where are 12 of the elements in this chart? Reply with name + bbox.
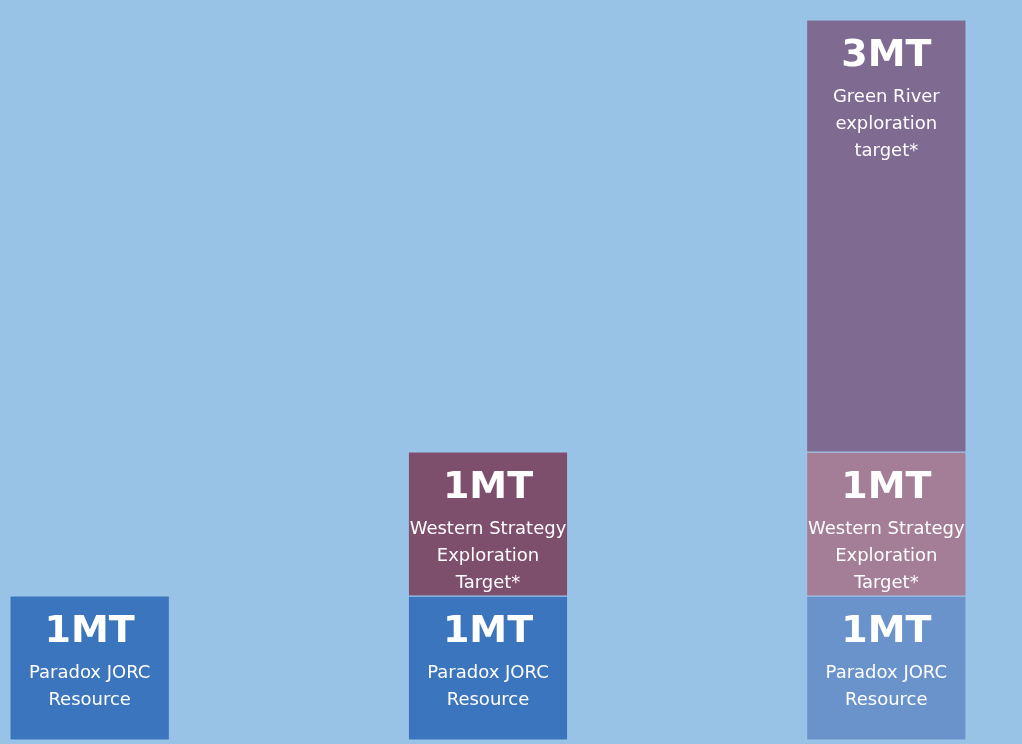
- text: Paradox JORC Resource: [825, 661, 948, 709]
- series-label: Paradox JORC Resource: [28, 661, 151, 709]
- data-label: 3MT: [841, 31, 932, 75]
- series-label: Western Strategy Exploration Target*: [409, 517, 567, 592]
- text: Paradox JORC Resource: [427, 661, 549, 709]
- text: Western Strategy Exploration Target*: [808, 517, 965, 592]
- data-label: 1MT: [442, 463, 534, 507]
- data-label: 1MT: [841, 463, 932, 507]
- data-label: 1MT: [841, 607, 932, 651]
- data-label: 1MT: [442, 607, 534, 651]
- data-label: 1MT: [44, 607, 135, 651]
- series-label: Green River exploration target*: [832, 85, 941, 160]
